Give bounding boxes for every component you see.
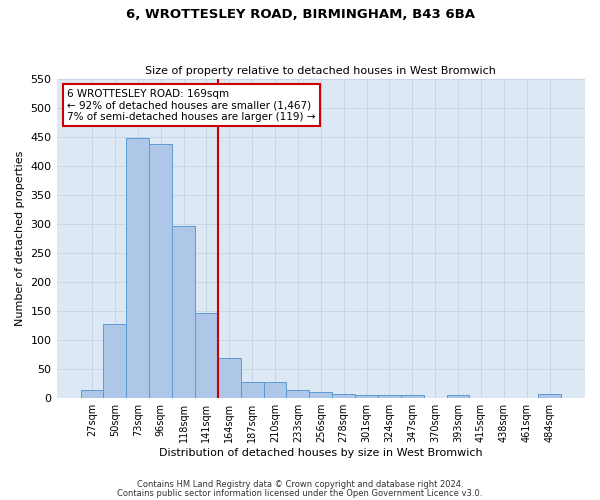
Bar (355, 395, 378, 398)
Text: Contains HM Land Registry data © Crown copyright and database right 2024.: Contains HM Land Registry data © Crown c… (137, 480, 463, 489)
Text: Contains public sector information licensed under the Open Government Licence v3: Contains public sector information licen… (118, 488, 482, 498)
Bar (401, 396, 424, 398)
Bar (103, 324, 127, 398)
Text: 6 WROTTESLEY ROAD: 169sqm
← 92% of detached houses are smaller (1,467)
7% of sem: 6 WROTTESLEY ROAD: 169sqm ← 92% of detac… (67, 88, 316, 122)
X-axis label: Distribution of detached houses by size in West Bromwich: Distribution of detached houses by size … (159, 448, 482, 458)
Text: 6, WROTTESLEY ROAD, BIRMINGHAM, B43 6BA: 6, WROTTESLEY ROAD, BIRMINGHAM, B43 6BA (125, 8, 475, 20)
Bar (446, 395, 469, 398)
Bar (286, 390, 310, 398)
Bar (332, 394, 355, 398)
Bar (127, 138, 149, 398)
Bar (538, 394, 561, 398)
Title: Size of property relative to detached houses in West Bromwich: Size of property relative to detached ho… (145, 66, 496, 76)
Bar (149, 144, 172, 398)
Bar (310, 392, 332, 398)
Y-axis label: Number of detached properties: Number of detached properties (15, 150, 25, 326)
Bar (80, 390, 103, 398)
Bar (172, 226, 195, 398)
Bar (263, 382, 286, 398)
Bar (241, 382, 263, 398)
Bar (218, 358, 241, 398)
Bar (378, 396, 401, 398)
Bar (195, 313, 218, 398)
